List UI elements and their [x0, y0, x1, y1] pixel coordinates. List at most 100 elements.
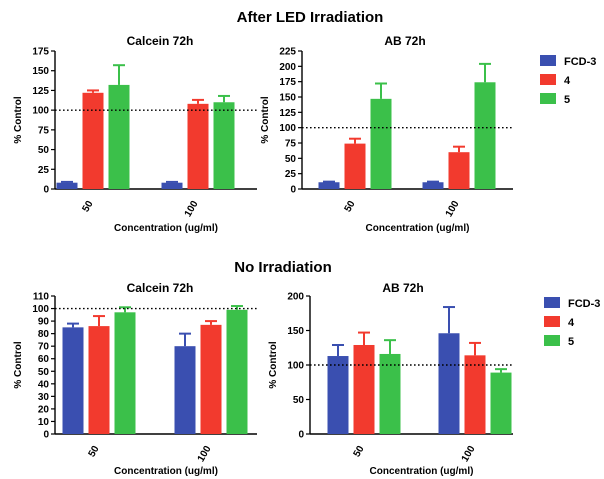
- x-tick-label: 50: [343, 199, 358, 215]
- chart-panel-1: Calcein 72h 0 25 50 75 100 125 150 175 % Control C…: [13, 34, 257, 234]
- bar-5-50: [379, 353, 401, 434]
- y-tick-label: 50: [285, 154, 297, 165]
- y-axis-label: % Control: [260, 96, 271, 143]
- chart-title: AB 72h: [382, 281, 423, 295]
- heading-no-irradiation: No Irradiation: [234, 259, 332, 276]
- y-tick-label: 70: [38, 342, 50, 353]
- y-tick-label: 10: [38, 417, 50, 428]
- y-tick-label: 150: [32, 66, 49, 77]
- bar-4-50: [82, 92, 104, 189]
- y-tick-label: 80: [38, 329, 50, 340]
- bar-4-50: [344, 143, 366, 189]
- legend-swatch-4: [540, 74, 556, 85]
- legend-swatch-fcd-3: [540, 55, 556, 66]
- x-axis-label: Concentration (ug/ml): [114, 466, 218, 477]
- chart-title: Calcein 72h: [127, 281, 194, 295]
- y-tick-label: 60: [38, 354, 50, 365]
- y-tick-label: 90: [38, 317, 50, 328]
- y-tick-label: 30: [38, 392, 50, 403]
- y-tick-label: 25: [38, 165, 50, 176]
- bar-4-100: [200, 324, 222, 434]
- legend-swatch-5: [540, 93, 556, 104]
- x-tick-label: 100: [444, 199, 462, 219]
- bar-5-100: [226, 309, 248, 434]
- x-axis-label: Concentration (ug/ml): [114, 223, 218, 234]
- y-tick-label: 25: [285, 169, 297, 180]
- y-tick-label: 0: [43, 185, 49, 196]
- legend-label-fcd-3: FCD-3: [568, 298, 600, 310]
- y-tick-label: 225: [279, 47, 296, 58]
- legend-label-4: 4: [564, 75, 571, 87]
- y-tick-label: 100: [287, 361, 304, 372]
- y-tick-label: 200: [279, 62, 296, 73]
- bar-fcd-3-100: [422, 182, 444, 189]
- legend-label-4: 4: [568, 317, 575, 329]
- chart-panel-4: AB 72h 0 50 100 150 200 % Control Concentration…: [268, 281, 600, 477]
- legend-label-5: 5: [568, 336, 574, 348]
- y-tick-label: 75: [38, 125, 50, 136]
- y-tick-label: 100: [32, 106, 49, 117]
- bar-fcd-3-100: [438, 333, 460, 434]
- bar-4-50: [353, 344, 375, 434]
- y-tick-label: 50: [38, 145, 50, 156]
- x-tick-label: 100: [460, 444, 478, 464]
- x-tick-label: 100: [196, 444, 214, 464]
- y-tick-label: 175: [32, 47, 49, 58]
- legend-swatch-5: [544, 335, 560, 346]
- y-tick-label: 200: [287, 292, 304, 303]
- bar-fcd-3-100: [174, 346, 196, 434]
- x-tick-label: 50: [352, 444, 367, 460]
- heading-after-led-irradiation: After LED Irradiation: [237, 9, 384, 26]
- bar-5-100: [213, 102, 235, 189]
- legend-swatch-4: [544, 316, 560, 327]
- legend-label-5: 5: [564, 94, 570, 106]
- legend-label-fcd-3: FCD-3: [564, 56, 596, 68]
- bar-5-50: [370, 98, 392, 189]
- bar-fcd-3-50: [318, 182, 340, 189]
- bar-4-100: [448, 152, 470, 189]
- chart-title: AB 72h: [384, 34, 425, 48]
- y-tick-label: 100: [32, 304, 49, 315]
- legend: FCD-3 4 5: [540, 55, 596, 106]
- y-tick-label: 125: [32, 86, 49, 97]
- x-axis-label: Concentration (ug/ml): [366, 223, 470, 234]
- y-axis-label: % Control: [13, 96, 24, 143]
- bar-fcd-3-100: [161, 182, 183, 189]
- legend: FCD-3 4 5: [544, 297, 600, 348]
- y-tick-label: 150: [287, 326, 304, 337]
- chart-title: Calcein 72h: [127, 34, 194, 48]
- x-axis-label: Concentration (ug/ml): [370, 466, 474, 477]
- y-tick-label: 50: [38, 367, 50, 378]
- bar-5-50: [114, 312, 136, 434]
- bar-fcd-3-50: [62, 327, 84, 434]
- bar-4-50: [88, 326, 110, 434]
- y-tick-label: 100: [279, 123, 296, 134]
- y-tick-label: 110: [33, 292, 50, 303]
- bar-fcd-3-50: [327, 356, 349, 434]
- y-tick-label: 20: [38, 404, 50, 415]
- y-tick-label: 75: [285, 139, 297, 150]
- y-tick-label: 40: [38, 379, 50, 390]
- y-tick-label: 0: [43, 430, 49, 441]
- y-tick-label: 0: [290, 185, 296, 196]
- y-tick-label: 50: [293, 395, 305, 406]
- bar-fcd-3-50: [56, 182, 78, 189]
- x-tick-label: 50: [81, 199, 96, 215]
- x-tick-label: 100: [183, 199, 201, 219]
- y-tick-label: 175: [279, 77, 296, 88]
- y-tick-label: 0: [298, 430, 304, 441]
- y-axis-label: % Control: [13, 341, 24, 388]
- bar-4-100: [464, 355, 486, 434]
- y-tick-label: 150: [279, 93, 296, 104]
- bar-4-100: [187, 103, 209, 189]
- y-tick-label: 125: [279, 108, 296, 119]
- x-tick-label: 50: [87, 444, 102, 460]
- chart-panel-2: AB 72h 0 25 50 75 100 125 150 175 200 225 % Control…: [260, 34, 596, 234]
- y-axis-label: % Control: [268, 341, 279, 388]
- legend-swatch-fcd-3: [544, 297, 560, 308]
- bar-5-50: [108, 84, 130, 189]
- bar-5-100: [474, 82, 496, 189]
